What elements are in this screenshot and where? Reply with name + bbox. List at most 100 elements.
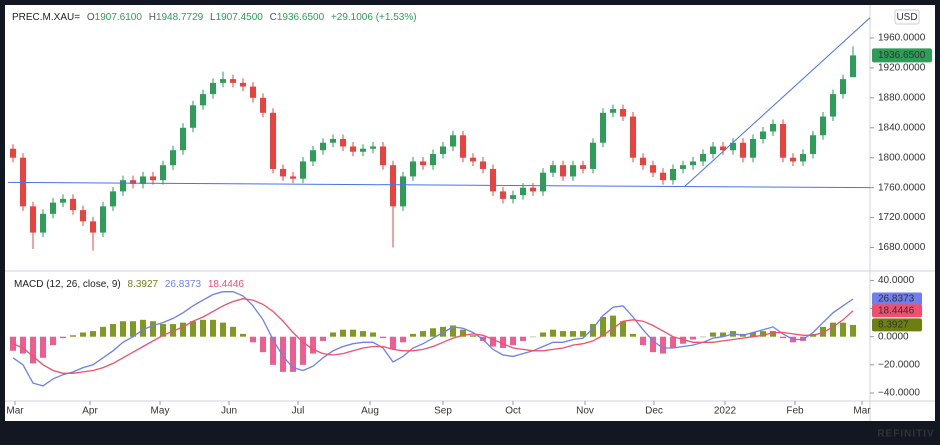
candle-body — [50, 202, 56, 214]
candle-body — [10, 148, 16, 158]
ohlc-value: 1948.7729 — [156, 12, 204, 23]
ohlc-key: H — [149, 12, 156, 23]
histogram-bar — [850, 324, 856, 337]
candle-body — [230, 79, 236, 83]
indicator-legend: MACD (12, 26, close, 9) 8.3927 26.8373 1… — [14, 279, 244, 290]
y-tick-label: 1920.0000 — [878, 63, 926, 74]
x-tick-label: Feb — [786, 406, 804, 417]
x-tick-label: 2022 — [714, 406, 737, 417]
candle-body — [140, 176, 146, 184]
change: +29.1006 (+1.53%) — [331, 12, 417, 23]
last-value-box — [872, 292, 922, 306]
histogram-bar — [380, 336, 386, 339]
histogram-bar — [20, 336, 26, 354]
candle-body — [500, 191, 506, 199]
histogram-bar — [430, 328, 436, 337]
histogram-bar — [30, 336, 36, 364]
histogram-bar — [220, 322, 226, 337]
candle-body — [300, 161, 306, 179]
candle-body — [440, 146, 446, 154]
histogram-bar — [330, 332, 336, 337]
candle-body — [610, 109, 616, 113]
trendline — [7, 181, 871, 189]
candle-body — [650, 165, 656, 173]
candle-body — [620, 109, 626, 117]
y-tick-label: −40.0000 — [878, 388, 920, 399]
x-tick-label: Dec — [645, 406, 663, 417]
histogram-bar — [560, 331, 566, 337]
histogram-bar — [750, 332, 756, 337]
y-tick-label: 1960.0000 — [878, 33, 926, 44]
ohlc-key: L — [210, 12, 216, 23]
histogram-bar — [180, 322, 186, 337]
last-value-box — [872, 304, 922, 318]
histogram-bar — [700, 336, 706, 338]
candle-body — [800, 153, 806, 162]
ohlc-value: 1936.6500 — [277, 12, 325, 23]
last-price-label: 1936.6500 — [878, 50, 926, 61]
histogram-bar — [540, 332, 546, 337]
candle-body — [670, 168, 676, 181]
candle-body — [790, 157, 796, 162]
candle-body — [600, 112, 606, 143]
candle-body — [490, 168, 496, 192]
candle-body — [90, 221, 96, 233]
x-tick-label: Mar — [853, 406, 871, 417]
x-tick-label: Apr — [82, 406, 98, 417]
candle-body — [340, 139, 346, 147]
histogram-bar — [70, 335, 76, 337]
candle-body — [370, 146, 376, 149]
y-tick-label: 0.0000 — [878, 331, 909, 342]
x-tick-label: May — [151, 406, 170, 417]
histogram-bar — [110, 324, 116, 337]
candle-body — [80, 210, 86, 222]
histogram-bar — [300, 336, 306, 365]
histogram-bar — [190, 321, 196, 337]
candle-body — [70, 198, 76, 211]
histogram-bar — [470, 335, 476, 337]
last-value-label: 8.3927 — [878, 320, 909, 331]
candle-body — [470, 157, 476, 162]
histogram-bar — [830, 322, 836, 337]
histogram-bar — [840, 322, 846, 337]
candle-body — [810, 135, 816, 154]
histogram-bar — [360, 331, 366, 337]
histogram-bar — [80, 332, 86, 337]
histogram-bar — [660, 336, 666, 354]
candle-body — [190, 105, 196, 128]
ohlc-key: O — [87, 12, 95, 23]
candle-body — [360, 148, 366, 152]
histogram-bar — [230, 326, 236, 337]
histogram-bar — [40, 336, 46, 358]
histogram-bar — [320, 336, 326, 341]
candle-body — [780, 124, 786, 158]
histogram-bar — [200, 319, 206, 337]
candle-body — [740, 142, 746, 158]
histogram-bar — [450, 325, 456, 337]
histogram-bar — [340, 329, 346, 337]
histogram-bar — [590, 324, 596, 337]
ohlc-key: C — [270, 12, 277, 23]
histogram-bar — [460, 329, 466, 337]
histogram-bar — [780, 336, 786, 339]
candle-body — [510, 195, 516, 199]
histogram-bar — [280, 336, 286, 372]
candle-body — [60, 198, 66, 203]
candle-body — [430, 153, 436, 166]
y-tick-label: 1880.0000 — [878, 92, 926, 103]
candle-body — [460, 135, 466, 158]
candle-body — [260, 97, 266, 113]
histogram-bar — [670, 336, 676, 348]
candle-body — [420, 161, 426, 166]
indicator-line — [12, 298, 854, 374]
histogram-bar — [170, 324, 176, 337]
histogram-bar — [620, 321, 626, 337]
y-tick-label: 1680.0000 — [878, 242, 926, 253]
brand: REFINITIV — [877, 429, 934, 440]
candle-body — [310, 150, 316, 162]
histogram-bar — [720, 332, 726, 337]
histogram-bar — [580, 331, 586, 337]
candle-body — [480, 161, 486, 169]
last-price-box — [872, 48, 932, 63]
